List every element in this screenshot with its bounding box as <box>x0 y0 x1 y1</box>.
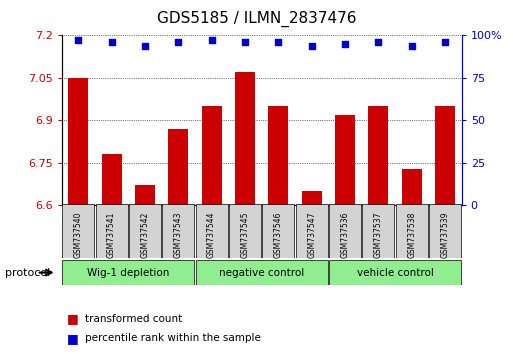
Text: GSM737538: GSM737538 <box>407 212 416 258</box>
FancyBboxPatch shape <box>129 204 161 258</box>
Bar <box>168 129 188 205</box>
Text: GSM737544: GSM737544 <box>207 212 216 258</box>
Text: GSM737546: GSM737546 <box>274 212 283 258</box>
Text: protocol: protocol <box>5 268 50 278</box>
Bar <box>235 72 255 205</box>
Text: ■: ■ <box>67 332 78 344</box>
FancyBboxPatch shape <box>195 260 328 285</box>
Bar <box>135 185 155 205</box>
Text: negative control: negative control <box>219 268 304 278</box>
Text: GSM737536: GSM737536 <box>341 212 349 258</box>
FancyBboxPatch shape <box>162 204 194 258</box>
Bar <box>268 106 288 205</box>
FancyBboxPatch shape <box>195 204 228 258</box>
Text: GSM737540: GSM737540 <box>74 212 83 258</box>
FancyBboxPatch shape <box>62 204 94 258</box>
FancyBboxPatch shape <box>262 204 294 258</box>
Point <box>341 41 349 47</box>
Bar <box>202 106 222 205</box>
Bar <box>302 191 322 205</box>
Bar <box>335 115 355 205</box>
Point <box>141 43 149 48</box>
FancyBboxPatch shape <box>329 260 461 285</box>
FancyBboxPatch shape <box>229 204 261 258</box>
Point <box>107 39 115 45</box>
Point <box>441 39 449 45</box>
Point <box>407 43 416 48</box>
Text: GDS5185 / ILMN_2837476: GDS5185 / ILMN_2837476 <box>157 11 356 27</box>
Point <box>241 39 249 45</box>
Text: GSM737541: GSM737541 <box>107 212 116 258</box>
Bar <box>435 106 455 205</box>
Text: GSM737543: GSM737543 <box>174 212 183 258</box>
Point <box>174 39 182 45</box>
Text: GSM737547: GSM737547 <box>307 212 316 258</box>
FancyBboxPatch shape <box>429 204 461 258</box>
Text: GSM737542: GSM737542 <box>141 212 149 258</box>
Point <box>207 38 215 43</box>
Text: Wig-1 depletion: Wig-1 depletion <box>87 268 169 278</box>
Text: GSM737539: GSM737539 <box>441 212 449 258</box>
FancyBboxPatch shape <box>329 204 361 258</box>
Bar <box>402 169 422 205</box>
Text: transformed count: transformed count <box>85 314 182 324</box>
Bar <box>102 154 122 205</box>
Text: ■: ■ <box>67 312 78 325</box>
Point <box>307 43 315 48</box>
Text: GSM737537: GSM737537 <box>374 212 383 258</box>
Point <box>374 39 382 45</box>
Point <box>274 39 282 45</box>
Bar <box>68 78 88 205</box>
Text: percentile rank within the sample: percentile rank within the sample <box>85 333 261 343</box>
Bar <box>368 106 388 205</box>
FancyBboxPatch shape <box>295 204 328 258</box>
Text: vehicle control: vehicle control <box>357 268 433 278</box>
FancyBboxPatch shape <box>362 204 394 258</box>
FancyBboxPatch shape <box>62 260 194 285</box>
FancyBboxPatch shape <box>95 204 128 258</box>
Text: GSM737545: GSM737545 <box>241 212 249 258</box>
FancyBboxPatch shape <box>396 204 428 258</box>
Point <box>74 38 82 43</box>
